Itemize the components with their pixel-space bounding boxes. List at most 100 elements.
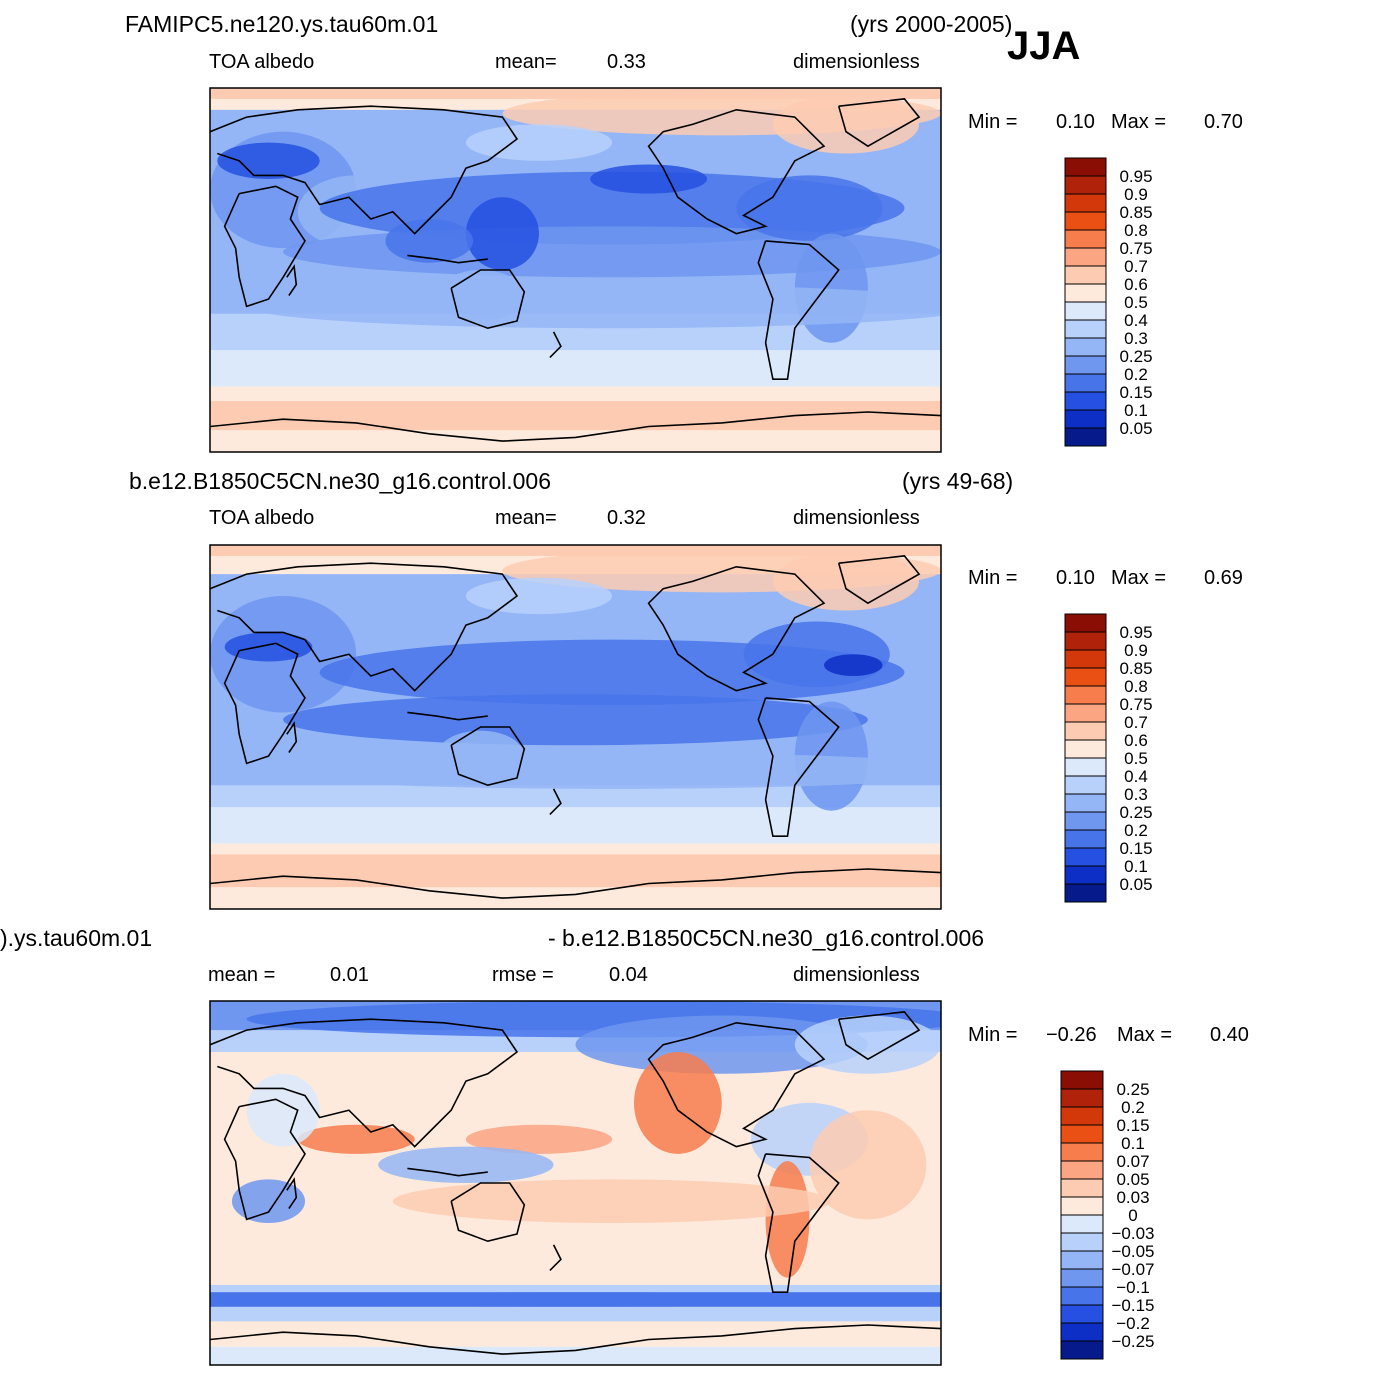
colorbar-tick-label: −0.2 [1116,1314,1150,1333]
season-label: JJA [1007,24,1081,68]
panel-3-min-value: −0.26 [1046,1024,1097,1046]
coastline-icon [407,254,488,264]
colorbar-swatch [1060,1178,1104,1198]
coastline-icon [647,1021,826,1148]
field-band [210,88,941,100]
panel-3-mean-value: 0.01 [330,964,369,986]
field-contour [465,197,539,270]
colorbar-swatch [1060,1322,1104,1342]
field-band [210,401,941,431]
panel-3-mean-label: mean = [208,964,276,986]
panel-2-variable: TOA albedo [209,507,315,529]
field-contour [385,219,474,263]
field-band [210,574,941,626]
panel-2-max-value: 0.69 [1204,567,1243,589]
field-band [210,1321,941,1348]
panel-3-rmse-value: 0.04 [609,964,648,986]
colorbar-tick-label: 0.7 [1124,257,1148,276]
field-contour [633,1051,722,1154]
field-contour [743,621,890,687]
colorbar-tick-label: 0.2 [1124,821,1148,840]
colorbar-tick-label: 0.4 [1124,311,1148,330]
colorbar-tick-label: 0.2 [1124,365,1148,384]
colorbar-tick-label: 0.75 [1119,695,1152,714]
field-band [210,545,941,557]
field-contour [736,175,883,241]
panel-2-mean-label: mean= [495,507,557,529]
panel-2-min-label: Min = [968,567,1018,589]
field-contour [210,1292,941,1307]
colorbar-tick-label: 0.5 [1124,293,1148,312]
colorbar-swatch [1064,301,1107,321]
field-band [210,1292,941,1308]
colorbar-tick-label: −0.03 [1111,1224,1154,1243]
coastline-icon [210,868,941,899]
colorbar-tick-label: −0.07 [1111,1260,1154,1279]
field-band [210,785,941,808]
colorbar-swatch [1064,283,1107,303]
colorbar-tick-label: 0.05 [1119,419,1152,438]
coastline-icon [407,1167,488,1177]
colorbar-swatch [1064,811,1107,831]
colorbar-swatch [1064,829,1107,849]
colorbar-tick-label: 0.2 [1121,1098,1145,1117]
panel-2-case-title: b.e12.B1850C5CN.ne30_g16.control.006 [129,468,551,494]
panel-3-map-field [209,1000,942,1366]
colorbar-swatch [1064,775,1107,795]
field-contour [246,752,941,789]
field-contour [794,1015,941,1074]
colorbar-swatch [1060,1232,1104,1252]
panel-1-min-value: 0.10 [1056,111,1095,133]
field-band [210,350,941,387]
field-contour [465,124,613,161]
colorbar-tick-label: 0.5 [1124,749,1148,768]
panel-1-years: (yrs 2000-2005) [850,11,1013,37]
colorbar-tick-label: 0.9 [1124,641,1148,660]
colorbar-swatch [1064,793,1107,813]
colorbar-swatch [1064,229,1107,249]
colorbar-tick-label: 0.25 [1119,803,1152,822]
coastline-icon [407,711,488,721]
colorbar-swatch [1060,1214,1104,1234]
field-contour [297,175,415,249]
colorbar-swatch [1064,865,1107,885]
colorbar-swatch [1064,757,1107,777]
colorbar-swatch [1064,739,1107,759]
colorbar-swatch [1064,265,1107,285]
colorbar-tick-label: 0.8 [1124,221,1148,240]
field-band [210,1284,941,1293]
coastline-icon [210,105,519,235]
colorbar-swatch [1064,391,1107,411]
field-contour [809,1110,927,1220]
field-contour [210,131,357,249]
colorbar-swatch [1064,721,1107,741]
colorbar-swatch [1064,703,1107,723]
colorbar-tick-label: 0.15 [1119,383,1152,402]
field-contour [217,142,320,179]
colorbar-tick-label: 0.05 [1119,875,1152,894]
coastline-icon [549,1244,562,1271]
panel-3-case-title: ).ys.tau60m.01 [0,925,153,951]
field-contour [465,1124,613,1154]
coastline-icon [549,788,562,815]
coastline-icon [757,240,840,380]
field-contour [319,639,905,706]
coastline-icon [757,1153,840,1293]
field-contour [246,284,941,329]
panel-2-years: (yrs 49-68) [902,468,1014,494]
colorbar-tick-label: 0.25 [1119,347,1152,366]
colorbar-swatch [1060,1142,1104,1162]
field-contour [246,1001,941,1038]
field-contour [436,730,525,782]
colorbar-swatch [1064,613,1107,633]
coastline-icon [450,269,526,330]
panel-2-units: dimensionless [793,507,920,529]
field-contour [502,91,941,136]
field-band [210,807,941,844]
coastline-icon [210,562,519,692]
colorbar-tick-label: 0.6 [1124,275,1148,294]
panel-3-units: dimensionless [793,964,920,986]
field-contour [283,226,941,278]
colorbar-tick-label: −0.1 [1116,1278,1150,1297]
